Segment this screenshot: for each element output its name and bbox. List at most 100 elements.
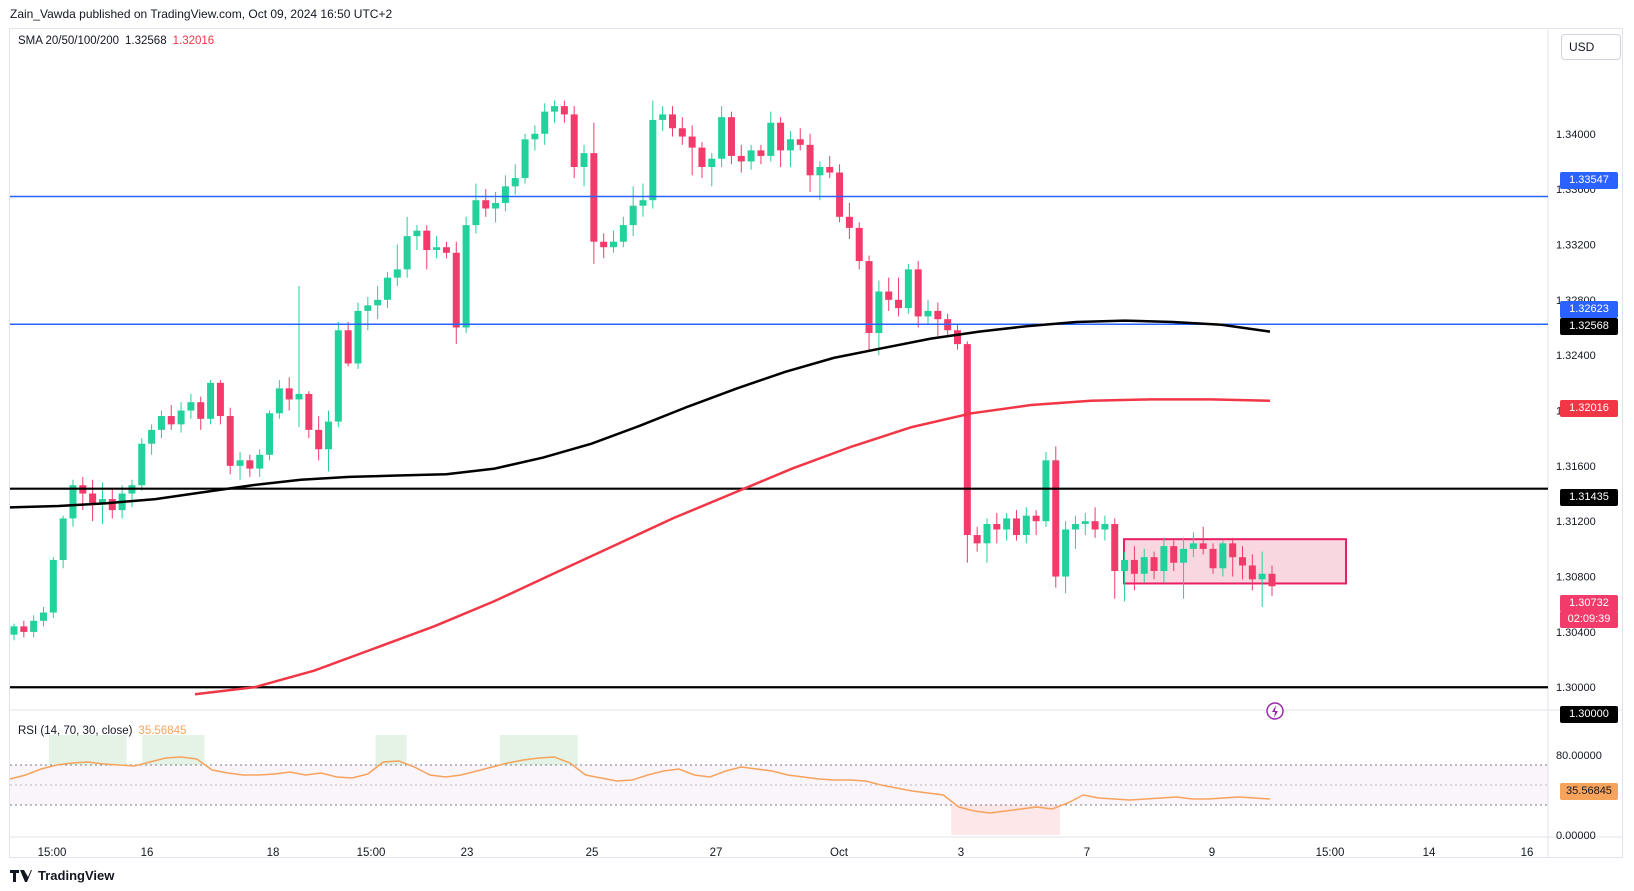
rsi-oversold-zone [1013,805,1029,835]
rsi-oversold-zone [982,805,998,835]
candle-body [452,252,460,328]
price-tag-hline-bottom: 1.30000 [1560,706,1618,723]
candle-body [786,139,794,151]
rsi-overbought-zone [48,735,65,765]
candle-body [954,330,961,345]
rsi-overbought-zone [173,735,189,765]
sma-legend[interactable]: SMA 20/50/100/200 1.32568 1.32016 [18,35,214,47]
candle-body [600,241,608,248]
candle-body [1052,460,1060,577]
rsi-overbought-zone [391,735,407,765]
candle-body [226,416,234,466]
candle-body [1130,559,1138,574]
rsi-overbought-zone [562,735,578,765]
candle-body [285,388,293,400]
candle-body [983,523,991,544]
candle-body [904,269,912,309]
chart-frame [9,28,1623,858]
candle-body [551,106,559,112]
rsi-overbought-zone [64,735,80,765]
candle-body [1209,548,1217,569]
sma-legend-value-2: 1.32016 [172,35,215,47]
candle-body [69,485,77,519]
rsi-value-tag: 35.56845 [1560,783,1618,800]
candle-body [1189,543,1197,549]
candle-body [1022,515,1030,536]
candle-body [1140,557,1148,574]
candle-body [374,299,382,306]
rsi-overbought-zone [546,735,563,765]
candle-body [698,147,706,167]
candle-body [836,172,844,217]
candle-body [216,382,224,417]
x-tick-label: 25 [586,847,599,859]
y-tick-label: 1.32400 [1556,350,1596,362]
candle-body [1081,521,1089,524]
x-tick-label: 15:00 [357,847,386,859]
sma-legend-value-1: 1.32568 [125,35,167,47]
candle-body [246,460,254,469]
candle-body [1239,557,1247,566]
candle-body [108,499,116,511]
candle-body [757,150,765,156]
tradingview-footer[interactable]: TradingView [10,868,114,883]
candle-body [1170,546,1178,563]
price-tag-sma-red: 1.32016 [1560,400,1618,417]
rsi-overbought-zone [531,735,547,765]
candle-body [570,114,578,167]
candle-body [157,416,165,430]
y-tick-label: 1.30800 [1556,572,1596,584]
candle-body [806,144,814,176]
candle-body [1150,557,1158,572]
price-tag-hline-top: 1.33547 [1560,172,1618,189]
candle-body [344,330,352,364]
candle-body [521,139,529,179]
candle-body [865,261,873,334]
candle-body [236,460,244,466]
candle-body [885,291,893,300]
candle-body [668,114,676,129]
candle-body [10,626,18,635]
candle-body [914,269,922,317]
candle-body [30,620,38,632]
candle-body [177,410,185,425]
rsi-line [9,756,1271,814]
rsi-oversold-zone [966,805,983,835]
candle-body [639,200,647,206]
candle-body [1042,460,1050,522]
candle-body [1229,543,1237,558]
candle-body [383,277,391,300]
rsi-overbought-zone [111,735,127,765]
candle-body [1071,523,1079,530]
price-tag-hline-mid: 1.32623 [1560,301,1618,318]
candle-body [1199,543,1207,549]
rsi-overbought-zone [95,735,112,765]
y-tick-label: 1.30400 [1556,627,1596,639]
candle-body [501,186,509,203]
tradingview-logo-icon [10,869,32,882]
x-tick-label: Oct [830,847,849,859]
candle-body [590,153,598,242]
candle-body [20,626,28,632]
x-tick-label: 3 [958,847,964,859]
rsi-oversold-zone [1028,805,1045,835]
x-tick-label: 16 [1521,847,1534,859]
currency-selector[interactable]: USD [1561,34,1621,60]
candle-body [1180,548,1188,563]
candle-body [511,178,519,187]
rsi-legend[interactable]: RSI (14, 70, 30, close) 35.56845 [18,725,186,737]
candle-body [934,310,942,320]
candle-body [275,388,283,414]
candle-body [541,111,549,134]
candle-body [816,166,824,176]
rsi-oversold-zone [1044,805,1060,835]
countdown-tag: 02:09:39 [1560,611,1618,628]
rsi-overbought-zone [188,735,205,765]
candle-body [207,382,215,419]
candle-body [354,310,362,364]
candle-body [266,413,274,455]
x-tick-label: 18 [267,847,280,859]
y-tick-label: 1.31600 [1556,461,1596,473]
candle-body [1258,573,1266,580]
